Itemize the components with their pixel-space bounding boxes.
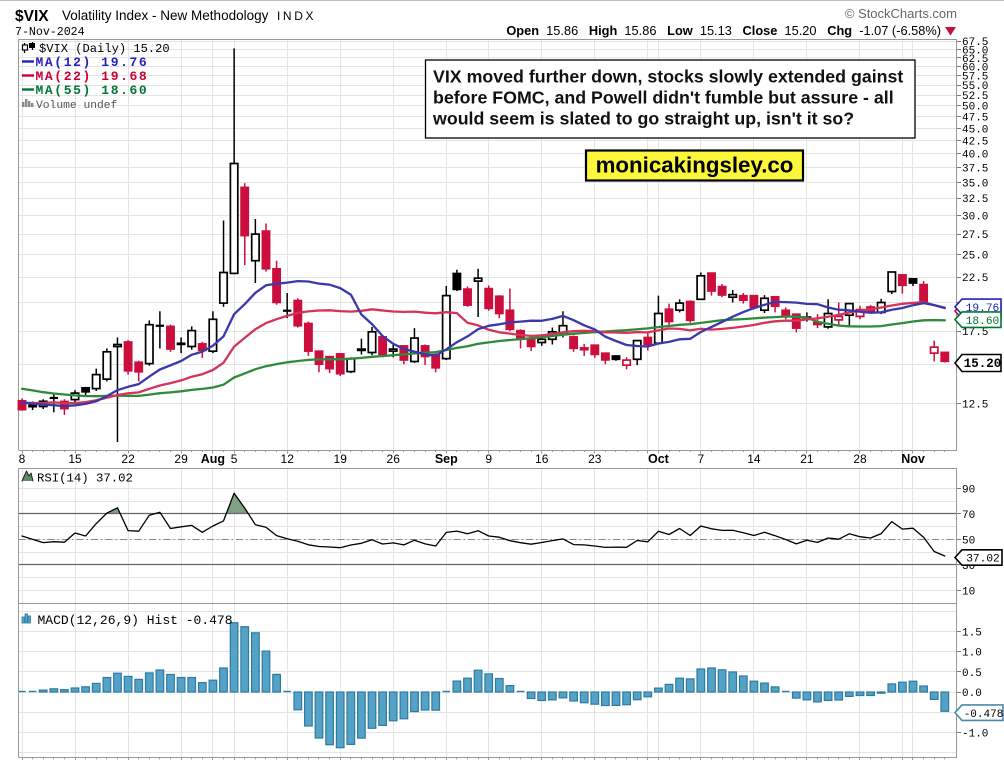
svg-text:MA(12) 19.76: MA(12) 19.76 [36, 55, 149, 70]
svg-text:40.0: 40.0 [962, 150, 988, 162]
svg-text:27.5: 27.5 [962, 230, 988, 242]
svg-text:0.5: 0.5 [962, 668, 982, 680]
svg-text:1.5: 1.5 [962, 627, 982, 639]
svg-text:37.5: 37.5 [962, 164, 988, 176]
svg-text:22.5: 22.5 [962, 273, 988, 285]
svg-text:10: 10 [962, 586, 975, 598]
svg-text:55.0: 55.0 [962, 81, 988, 93]
svg-text:would seem is slated to go str: would seem is slated to go straight up, … [432, 109, 854, 129]
svg-text:65.0: 65.0 [962, 45, 988, 57]
svg-text:26: 26 [387, 452, 401, 466]
svg-text:47.5: 47.5 [962, 113, 988, 125]
svg-text:19: 19 [334, 452, 348, 466]
svg-text:62.5: 62.5 [962, 54, 988, 66]
svg-text:15.20: 15.20 [964, 357, 1002, 371]
svg-text:7: 7 [697, 452, 704, 466]
svg-text:-0.478: -0.478 [964, 709, 1004, 721]
svg-text:25.0: 25.0 [962, 251, 988, 263]
svg-text:35.0: 35.0 [962, 178, 988, 190]
svg-text:Nov: Nov [901, 452, 925, 466]
svg-text:VIX moved further down, stocks: VIX moved further down, stocks slowly ex… [433, 67, 903, 87]
svg-text:5: 5 [231, 452, 238, 466]
svg-text:32.5: 32.5 [962, 194, 988, 206]
svg-text:Sep: Sep [435, 452, 458, 466]
svg-text:52.5: 52.5 [962, 91, 988, 103]
svg-text:Volatility Index - New Methodo: Volatility Index - New Methodology [62, 8, 269, 23]
svg-text:23: 23 [588, 452, 602, 466]
svg-text:45.0: 45.0 [962, 124, 988, 136]
svg-text:30.0: 30.0 [962, 211, 988, 223]
svg-text:8: 8 [19, 452, 26, 466]
svg-text:Oct: Oct [648, 452, 670, 466]
svg-text:21: 21 [800, 452, 814, 466]
svg-text:INDX: INDX [277, 9, 316, 23]
svg-text:-1.0: -1.0 [962, 729, 988, 741]
svg-text:7-Nov-2024: 7-Nov-2024 [15, 26, 85, 39]
svg-text:monicakingsley.co: monicakingsley.co [596, 153, 794, 178]
svg-text:MACD(12,26,9) Hist -0.478: MACD(12,26,9) Hist -0.478 [38, 613, 233, 628]
svg-text:15: 15 [68, 452, 82, 466]
svg-text:© StockCharts.com: © StockCharts.com [845, 6, 957, 21]
svg-text:$VIX (Daily) 15.20: $VIX (Daily) 15.20 [39, 42, 170, 56]
svg-text:MA(55) 18.60: MA(55) 18.60 [36, 83, 149, 98]
svg-text:70: 70 [962, 510, 975, 522]
svg-text:Open 15.86 High 15.86 Lo: Open 15.86 High 15.86 Low 15.13 Close 15… [506, 23, 941, 38]
svg-text:12.5: 12.5 [962, 400, 988, 412]
svg-text:Aug: Aug [201, 452, 225, 466]
svg-text:67.5: 67.5 [962, 37, 988, 49]
svg-text:29: 29 [174, 452, 188, 466]
svg-text:37.02: 37.02 [966, 554, 1000, 566]
svg-text:9: 9 [485, 452, 492, 466]
svg-text:MA(22) 19.68: MA(22) 19.68 [36, 69, 149, 84]
svg-text:50.0: 50.0 [962, 102, 988, 114]
svg-text:22: 22 [121, 452, 135, 466]
svg-text:16: 16 [535, 452, 549, 466]
svg-text:57.5: 57.5 [962, 72, 988, 84]
svg-text:before FOMC, and Powell didn't: before FOMC, and Powell didn't fumble bu… [433, 88, 894, 108]
svg-text:12: 12 [281, 452, 295, 466]
svg-text:14: 14 [747, 452, 761, 466]
svg-text:50: 50 [962, 535, 975, 547]
svg-text:17.5: 17.5 [962, 327, 988, 339]
svg-text:28: 28 [853, 452, 867, 466]
svg-text:42.5: 42.5 [962, 137, 988, 149]
svg-text:0.0: 0.0 [962, 688, 982, 700]
svg-text:90: 90 [962, 484, 975, 496]
svg-text:$VIX: $VIX [15, 8, 49, 25]
svg-text:1.0: 1.0 [962, 648, 982, 660]
svg-text:60.0: 60.0 [962, 63, 988, 75]
svg-text:18.60: 18.60 [966, 316, 1000, 328]
svg-text:Volume undef: Volume undef [36, 100, 118, 112]
svg-text:RSI(14) 37.02: RSI(14) 37.02 [37, 472, 133, 486]
